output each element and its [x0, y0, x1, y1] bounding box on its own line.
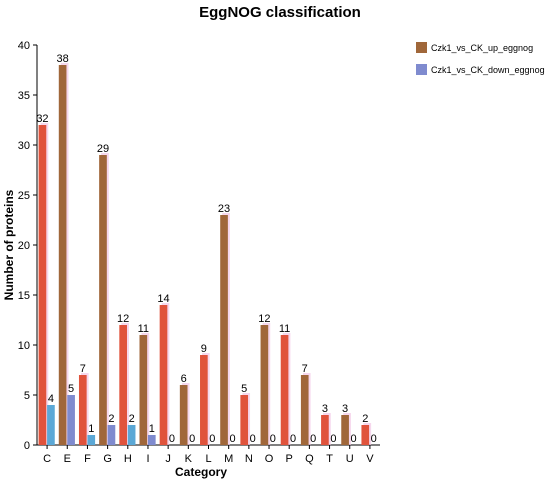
bar-down-E — [67, 395, 75, 445]
data-label-up-I: 11 — [138, 323, 149, 335]
x-tick-label-G: G — [103, 453, 112, 465]
data-label-up-E: 38 — [56, 53, 68, 65]
data-label-down-E: 5 — [68, 383, 74, 395]
x-tick-label-T: T — [326, 453, 333, 465]
y-tick-label: 35 — [18, 90, 30, 102]
bar-up-Q — [300, 375, 309, 445]
x-axis-label: Category — [175, 465, 227, 479]
data-label-down-M: 0 — [229, 433, 235, 445]
data-label-up-C: 32 — [36, 113, 48, 125]
legend-swatch-0 — [416, 42, 427, 53]
data-label-up-T: 3 — [322, 403, 328, 415]
data-label-down-T: 0 — [330, 433, 336, 445]
bar-down-G — [107, 425, 116, 445]
data-label-down-Q: 0 — [310, 433, 316, 445]
bar-up-J — [159, 305, 168, 445]
x-tick-label-Q: Q — [305, 453, 314, 465]
y-tick-label: 5 — [24, 390, 30, 402]
y-tick-label: 40 — [18, 40, 30, 52]
data-label-down-I: 1 — [149, 423, 155, 435]
data-label-down-N: 0 — [250, 433, 256, 445]
data-label-up-P: 11 — [279, 323, 290, 335]
bar-up-T — [321, 415, 329, 445]
data-label-down-F: 1 — [88, 423, 94, 435]
chart-title: EggNOG classification — [199, 4, 361, 21]
data-label-down-C: 4 — [48, 393, 54, 405]
x-tick-label-V: V — [366, 453, 374, 465]
bar-up-V — [361, 425, 370, 445]
x-tick-label-C: C — [43, 453, 51, 465]
bar-up-M — [220, 215, 228, 445]
data-label-down-L: 0 — [209, 433, 215, 445]
bar-up-U — [341, 415, 349, 445]
y-tick-label: 25 — [18, 190, 30, 202]
bar-down-I — [147, 435, 156, 445]
data-label-up-N: 5 — [241, 383, 247, 395]
x-tick-label-I: I — [146, 453, 149, 465]
data-label-up-U: 3 — [342, 403, 348, 415]
data-label-up-F: 7 — [80, 363, 86, 375]
data-label-down-K: 0 — [189, 433, 195, 445]
x-tick-label-O: O — [265, 453, 274, 465]
data-label-up-L: 9 — [201, 343, 207, 355]
legend-swatch-1 — [416, 64, 427, 75]
data-label-down-H: 2 — [129, 413, 135, 425]
legend-label-0: Czk1_vs_CK_up_eggnog — [431, 43, 533, 53]
bar-up-G — [99, 155, 107, 445]
y-tick-label: 0 — [24, 440, 30, 452]
x-tick-label-P: P — [286, 453, 293, 465]
bar-up-F — [78, 375, 87, 445]
data-label-up-M: 23 — [218, 203, 230, 215]
bar-up-P — [280, 335, 289, 445]
bar-up-I — [139, 335, 148, 445]
y-tick-label: 20 — [18, 240, 30, 252]
x-tick-label-N: N — [245, 453, 253, 465]
x-tick-label-H: H — [124, 453, 132, 465]
x-tick-label-J: J — [165, 453, 171, 465]
data-label-up-H: 12 — [117, 313, 129, 325]
data-label-up-J: 14 — [157, 293, 169, 305]
bar-up-C — [38, 125, 47, 445]
bar-up-L — [200, 355, 208, 445]
data-label-up-Q: 7 — [302, 363, 308, 375]
y-tick-label: 15 — [18, 290, 30, 302]
x-tick-label-M: M — [224, 453, 233, 465]
data-label-down-V: 0 — [371, 433, 377, 445]
x-tick-label-E: E — [64, 453, 71, 465]
data-label-down-G: 2 — [108, 413, 114, 425]
bar-down-H — [127, 425, 136, 445]
data-label-down-U: 0 — [351, 433, 357, 445]
data-label-down-J: 0 — [169, 433, 175, 445]
data-label-down-O: 0 — [270, 433, 276, 445]
bar-up-E — [58, 65, 67, 445]
y-tick-label: 10 — [18, 340, 30, 352]
bar-up-N — [240, 395, 249, 445]
bar-up-K — [179, 385, 188, 445]
data-label-up-O: 12 — [258, 313, 270, 325]
x-tick-label-F: F — [84, 453, 91, 465]
x-tick-label-K: K — [185, 453, 193, 465]
data-label-up-V: 2 — [362, 413, 368, 425]
bar-up-H — [119, 325, 127, 445]
bar-down-C — [47, 405, 55, 445]
x-tick-label-L: L — [205, 453, 211, 465]
legend-label-1: Czk1_vs_CK_down_eggnog — [431, 65, 545, 75]
bar-down-F — [87, 435, 96, 445]
y-axis-label: Number of proteins — [2, 189, 16, 300]
bar-up-O — [260, 325, 269, 445]
y-tick-label: 30 — [18, 140, 30, 152]
legend: Czk1_vs_CK_up_eggnog Czk1_vs_CK_down_eggn… — [416, 42, 545, 75]
plot-area: 0510152025303540324C385E71F292G122H111I1… — [18, 40, 380, 465]
data-label-up-K: 6 — [181, 373, 187, 385]
x-tick-label-U: U — [346, 453, 354, 465]
data-label-up-G: 29 — [97, 143, 109, 155]
data-label-down-P: 0 — [290, 433, 296, 445]
